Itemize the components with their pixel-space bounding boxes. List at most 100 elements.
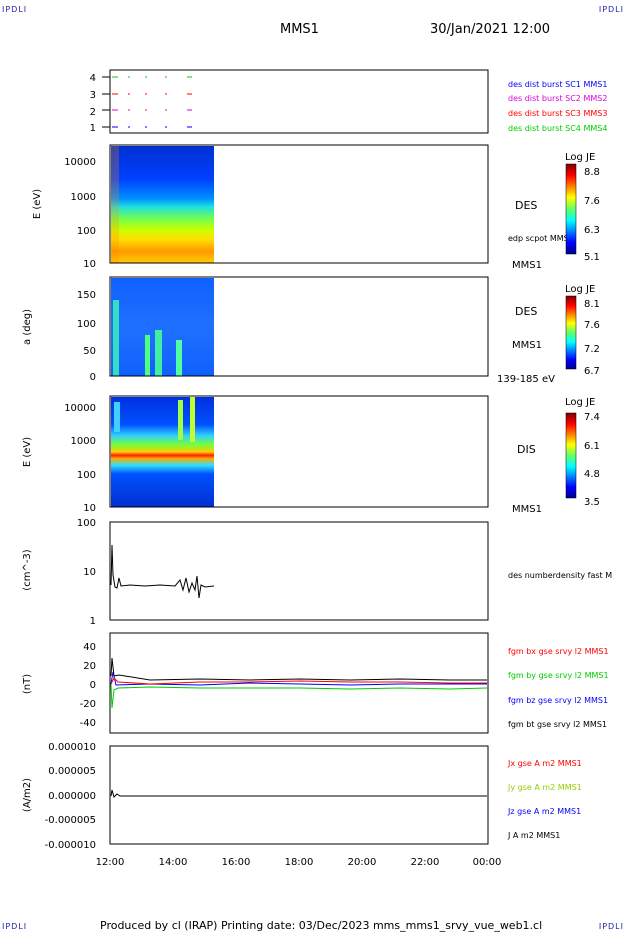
pitch-ylabel: a (deg) [22,309,33,345]
des-e-ytick-10000: 10000 [64,157,96,168]
des-e-label3: MMS1 [512,260,542,271]
j-legend-z: Jz gse A m2 MMS1 [507,807,581,816]
dis-cbar-t2: 4.8 [584,469,600,480]
date-title: 30/Jan/2021 12:00 [430,22,551,37]
des-energy-spectrogram [111,146,214,263]
panel-des-pitch: 150 100 50 0 a (deg) DES MMS1 139-185 eV… [22,276,600,385]
burst-ytick-3: 3 [90,90,96,101]
dens-ytick-10: 10 [83,567,96,578]
dis-energy-spectrogram [111,397,214,507]
fgm-by-line [110,683,488,709]
pitch-cbar-t2: 7.2 [584,344,600,355]
burst-ticks [102,76,110,128]
corner-label-bottom-left: IPDLI [2,922,28,931]
pitch-cbar-t1: 7.6 [584,320,600,331]
burst-ytick-1: 1 [90,123,96,134]
j-ytick-p10: 0.000010 [48,742,96,753]
panel-burst: 1 2 3 4 des dist burst SC1 MMS1 des dist… [90,69,607,134]
j-legend-x: Jx gse A m2 MMS1 [507,759,582,768]
fgm-bx-line [110,677,487,685]
des-e-cbar-t0: 8.8 [584,167,600,178]
pitch-colorbar [565,295,577,370]
dis-cbar-title: Log JE [565,397,595,408]
burst-ytick-2: 2 [90,107,96,118]
des-e-cbar-t3: 5.1 [584,252,600,263]
dens-legend: des numberdensity fast M [508,571,612,580]
dis-cbar-t3: 3.5 [584,497,600,508]
pitch-label3: 139-185 eV [497,374,555,385]
burst-ytick-2-label: 2 [90,107,96,118]
footer-credit: Produced by cl (IRAP) Printing date: 03/… [100,919,543,932]
legend-sc2: des dist burst SC2 MMS2 [508,94,607,103]
fgm-ytick-m20: -20 [80,699,96,710]
pitch-ytick-100: 100 [77,319,96,330]
des-e-ytick-100: 100 [77,226,96,237]
dis-ytick-100: 100 [77,470,96,481]
des-e-ylabel: E (eV) [32,189,43,219]
dis-ylabel: E (eV) [22,437,33,467]
legend-sc4: des dist burst SC4 MMS4 [508,124,607,133]
pitch-cbar-t3: 6.7 [584,366,600,377]
xtick-0000: 00:00 [473,857,502,868]
spacecraft-title: MMS1 [280,22,319,37]
x-axis: 12:00 14:00 16:00 18:00 20:00 22:00 00:0… [96,857,502,868]
corner-label-bottom-right: IPDLI [598,922,624,931]
dis-cbar-t0: 7.4 [584,412,600,423]
xtick-2000: 20:00 [348,857,377,868]
xtick-1800: 18:00 [285,857,314,868]
xtick-1600: 16:00 [222,857,251,868]
fgm-ytick-m40: -40 [80,718,96,729]
dens-ytick-1: 1 [90,616,96,627]
des-e-ytick-10: 10 [83,259,96,270]
burst-ytick-4: 4 [90,73,96,84]
dis-colorbar [565,412,577,499]
corner-label-top-right: IPDLI [598,5,624,14]
dis-ytick-1000: 1000 [71,436,96,447]
xtick-1200: 12:00 [96,857,125,868]
dis-label: DIS [517,443,536,456]
j-line [110,789,487,798]
dens-ylabel: (cm^-3) [22,549,33,590]
legend-sc1: des dist burst SC1 MMS1 [508,80,607,89]
des-e-label2: edp scpot MMS1 [508,234,574,243]
dis-ytick-10: 10 [83,503,96,514]
pitch-ytick-0: 0 [90,372,96,383]
des-e-cbar-t2: 6.3 [584,225,600,236]
pitch-label2: MMS1 [512,340,542,351]
pitch-ytick-50: 50 [83,346,96,357]
xtick-2200: 22:00 [411,857,440,868]
fgm-ylabel: (nT) [22,674,33,694]
dis-label2: MMS1 [512,504,542,515]
pitch-label: DES [515,305,537,318]
j-ylabel: (A/m2) [22,778,33,812]
burst-ytick-3-label: 3 [90,90,96,101]
fgm-legend-bx: fgm bx gse srvy l2 MMS1 [508,647,609,656]
legend-sc3: des dist burst SC3 MMS3 [508,109,607,118]
pitch-cbar-t0: 8.1 [584,299,600,310]
fgm-ytick-40: 40 [83,642,96,653]
des-e-label: DES [515,199,537,212]
dis-ytick-10000: 10000 [64,403,96,414]
fgm-bz-line [110,671,487,686]
burst-ytick-4-label: 4 [90,73,96,84]
dens-ytick-100: 100 [77,518,96,529]
j-ytick-m5: -0.000005 [45,815,96,826]
burst-ytick-1-label: 1 [90,123,96,134]
j-ytick-m10: -0.000010 [45,840,96,851]
j-legend-y: Jy gse A m2 MMS1 [507,783,582,792]
pitch-ytick-150: 150 [77,290,96,301]
fgm-bt-line [110,657,487,681]
panel-current: 0.000010 0.000005 0.000000 -0.000005 -0.… [22,742,582,851]
xtick-1400: 14:00 [159,857,188,868]
des-pitch-spectrogram [111,278,214,376]
corner-label-top-left: IPDLI [2,5,28,14]
panel-density: 100 10 1 (cm^-3) des numberdensity fast … [22,518,612,627]
des-e-ytick-1000: 1000 [71,192,96,203]
panel-dis-energy: 10000 1000 100 10 E (eV) DIS MMS1 Log JE… [22,395,600,515]
j-ytick-p5: 0.000005 [48,766,96,777]
panel-des-energy: 10000 1000 100 10 E (eV) DES edp scpot M… [32,144,600,271]
panel-fgm: 40 20 0 -20 -40 (nT) fgm bx gse srvy l2 … [22,632,609,734]
des-e-colorbar [565,163,577,255]
fgm-ytick-0: 0 [90,680,96,691]
